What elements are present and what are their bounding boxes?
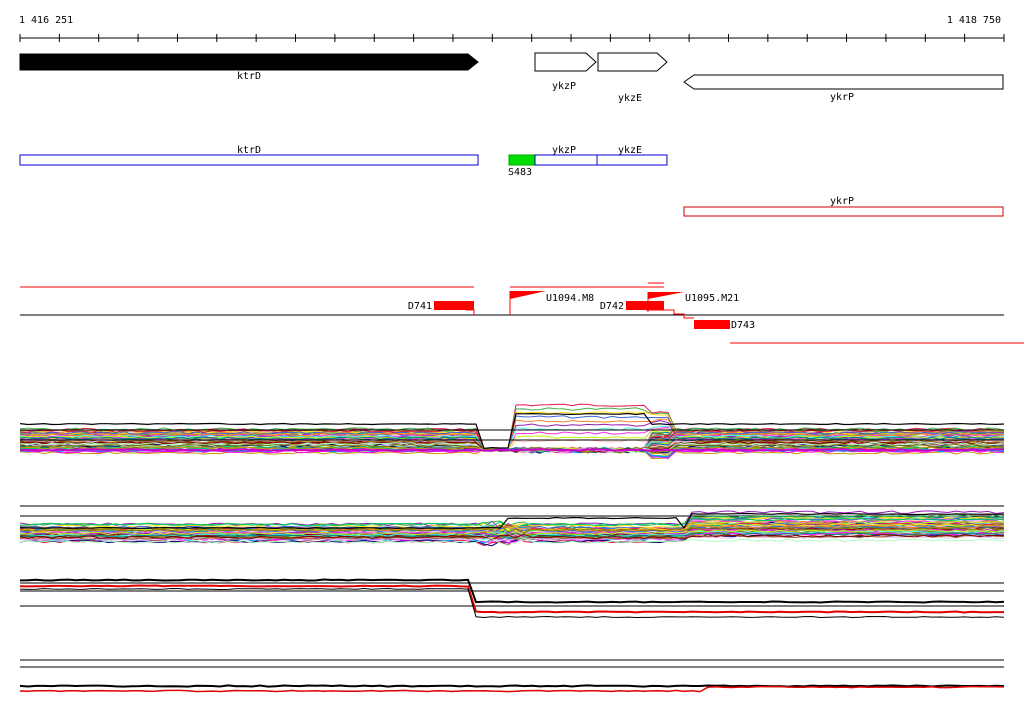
expression-profile [19,448,1004,452]
up-segment-U1094[interactable] [510,291,546,299]
transcript-label-ykzP: ykzP [552,145,576,156]
transcript-box-ykzP[interactable] [534,154,598,166]
gene-arrow-ykzP[interactable] [534,52,597,72]
s-site-label: S483 [508,167,532,178]
expression-profile [19,524,1005,534]
transcript-label-ktrD: ktrD [237,145,261,156]
down-label-D742: D742 [600,301,624,312]
transcript-label-ykzE: ykzE [618,145,642,156]
expression-profile [19,436,1005,453]
expression-track-forward-conditions [19,403,1005,460]
expression-profile [19,684,1005,688]
gene-label-ktrD: ktrD [237,71,261,82]
coordinate-ruler: 1 416 251 1 418 750 [19,15,1005,42]
expression-profile [19,587,1005,619]
expression-track-reverse-conditions [19,505,1005,547]
down-step-D741 [466,309,475,315]
expression-profile [19,685,1005,693]
expression-profile [19,524,1005,534]
expression-profile [19,533,1004,541]
down-segment-D742[interactable] [626,301,664,310]
gene-arrow-ktrD[interactable] [19,53,479,71]
expression-profile [19,412,1005,450]
expression-profile [19,532,1005,541]
gene-track: ktrD ykzP ykzE ykrP [19,52,1004,104]
up-segment-U1095[interactable] [648,292,684,299]
ruler-start-label: 1 416 251 [19,15,73,26]
gene-label-ykzE: ykzE [618,93,642,104]
gene-label-ykzP: ykzP [552,81,576,92]
down-label-D743: D743 [731,320,755,331]
up-label-U1094: U1094.M8 [546,293,594,304]
transcript-box-ykrP[interactable] [683,206,1004,217]
transcript-track: ktrD S483 ykzP ykzE ykrP [19,145,1004,217]
expression-track-summary-upper [19,578,1005,619]
gene-arrow-ykrP[interactable] [683,74,1004,90]
transcript-label-ykrP: ykrP [830,196,854,207]
transcript-box-ktrD[interactable] [19,154,479,166]
gene-label-ykrP: ykrP [830,92,854,103]
down-segment-D741[interactable] [434,301,474,310]
down-step-D742 [646,309,694,319]
down-label-D741: D741 [408,301,432,312]
expression-profile [19,578,1005,604]
expression-profile [19,584,1004,614]
expression-profile [19,512,1005,530]
up-label-U1095: U1095.M21 [685,293,739,304]
gene-arrow-ykzE[interactable] [597,52,668,72]
ruler-end-label: 1 418 750 [947,15,1001,26]
segment-track: D741 U1094.M8 D742 U1095.M21 D743 [20,282,1024,344]
down-segment-D743[interactable] [694,320,730,329]
expression-track-summary-lower [19,659,1005,693]
s-site-box[interactable] [508,154,536,166]
expression-profile [19,537,1005,546]
transcript-box-ykzE[interactable] [596,154,668,166]
ruler-ticks [19,34,1005,42]
